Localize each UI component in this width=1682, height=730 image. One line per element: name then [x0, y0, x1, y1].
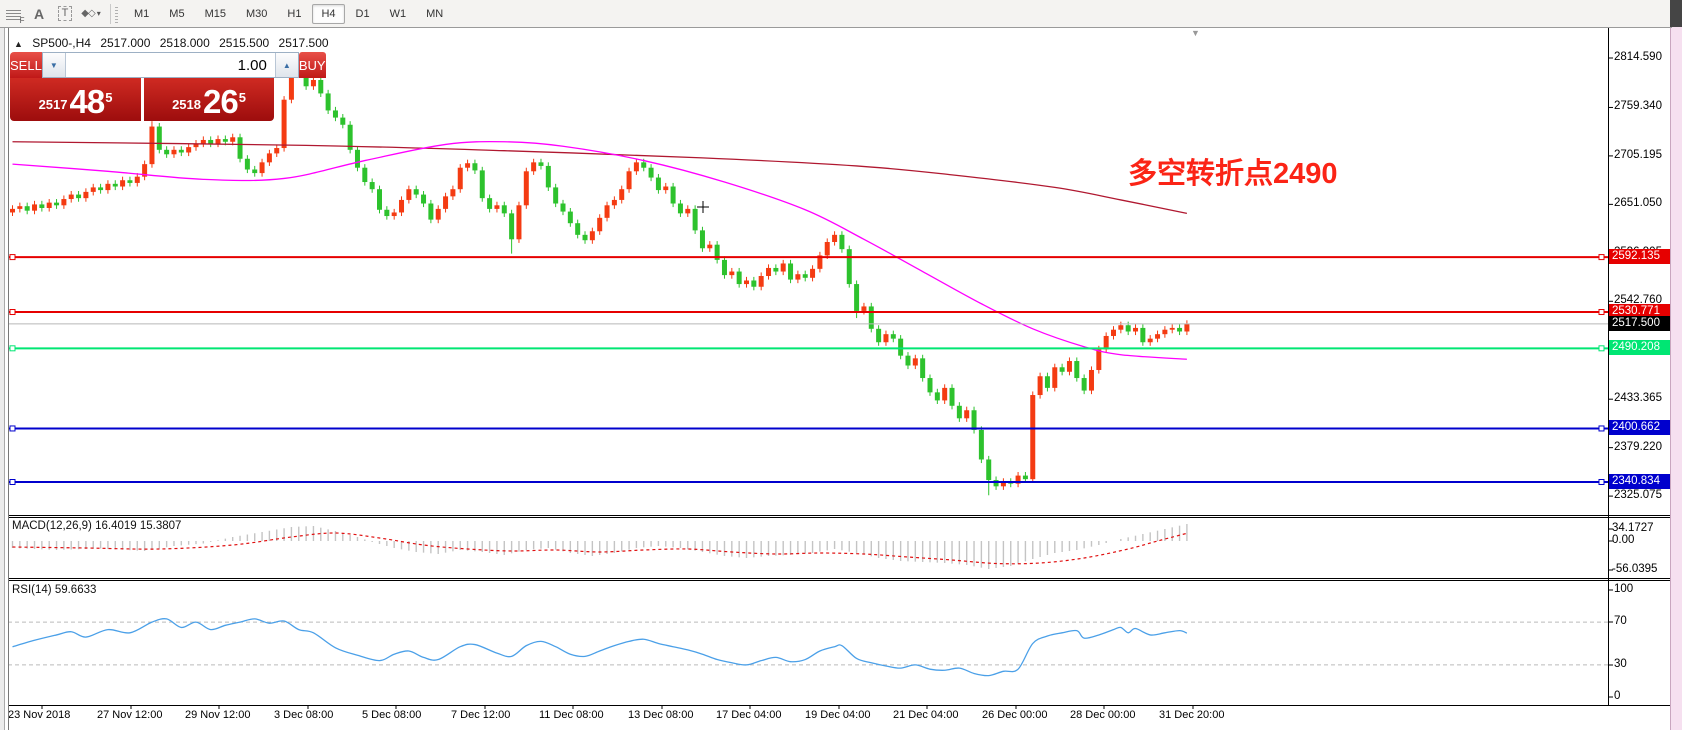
symbol-period-label: SP500-,H4	[32, 36, 91, 50]
timeframe-m15[interactable]: M15	[204, 7, 226, 20]
price-line-badge: 2400.662	[1609, 420, 1671, 436]
low-value: 2515.500	[219, 36, 270, 50]
price-line-badge: 2490.208	[1609, 340, 1671, 356]
ma-fast-line	[12, 140, 1187, 360]
time-axis-label: 31 Dec 20:00	[1159, 709, 1225, 721]
line-handle[interactable]	[9, 479, 16, 485]
price-tick-label: 2705.195	[1614, 148, 1662, 161]
line-handle[interactable]	[9, 345, 16, 352]
price-tick-label: 2325.075	[1614, 489, 1662, 502]
time-axis-label: 3 Dec 08:00	[274, 709, 334, 721]
time-axis-label: 11 Dec 08:00	[539, 709, 604, 721]
timeframe-h4[interactable]: H4	[312, 3, 345, 24]
price-tick-label: 2379.220	[1614, 440, 1662, 453]
time-axis-label: 26 Dec 00:00	[982, 709, 1048, 721]
close-value: 2517.500	[278, 36, 329, 50]
price-line-badge: 2530.771	[1609, 304, 1671, 319]
candles-layer	[10, 57, 1190, 496]
price-line-badge: 2517.500	[1609, 315, 1671, 331]
timeframe-d1[interactable]: D1	[355, 7, 370, 20]
price-tick-label: 2542.760	[1614, 294, 1662, 307]
text-label-icon[interactable]: T	[53, 3, 77, 25]
rsi-tick-label: 30	[1614, 658, 1627, 670]
high-value: 2518.000	[159, 36, 210, 50]
toolbar: F A T ◆◇ ▾ M1 M5 M15 M30 H1 H4 D1 W1 MN	[0, 0, 1672, 28]
buy-button[interactable]: BUY	[298, 52, 326, 78]
macd-title: MACD(12,26,9) 16.4019 15.3807	[12, 520, 182, 532]
one-click-collapse-arrow[interactable]: ▲	[14, 39, 23, 49]
buy-price-pip: 5	[238, 90, 246, 105]
sell-price-integer: 2517	[38, 97, 68, 112]
volume-decrease-button[interactable]: ▼	[42, 53, 66, 77]
one-click-trading-panel: SELL ▼ ▲ BUY 2517 48 5 2518 26 5	[10, 52, 326, 121]
volume-stepper: ▼ ▲	[41, 52, 299, 78]
timeframe-m30[interactable]: M30	[245, 7, 268, 20]
toolbar-separator	[110, 3, 111, 24]
price-line-badge: 2340.834	[1609, 474, 1671, 489]
macd-layer	[11, 524, 1188, 569]
time-axis-label: 23 Nov 2018	[8, 709, 71, 721]
insert-text-icon[interactable]: A	[33, 5, 45, 22]
chevron-down-icon: ▾	[96, 9, 101, 18]
time-axis-label: 27 Nov 12:00	[97, 709, 163, 721]
timeframe-m5[interactable]: M5	[169, 7, 185, 20]
line-handle[interactable]	[1598, 309, 1605, 316]
macd-tick-label: 34.1727	[1612, 522, 1654, 534]
macd-tick-label: -56.0395	[1612, 563, 1658, 575]
price-line-badge: 2592.135	[1609, 249, 1671, 265]
timeframe-mn[interactable]: MN	[426, 7, 444, 20]
time-axis-label: 17 Dec 04:00	[716, 709, 782, 721]
rsi-title: RSI(14) 59.6633	[12, 584, 97, 596]
line-handle[interactable]	[1598, 479, 1605, 485]
rsi-tick-label: 0	[1614, 690, 1621, 702]
chart-ohlc-header: ▲ SP500-,H4 2517.000 2518.000 2515.500 2…	[14, 36, 335, 50]
price-tick-label: 2433.365	[1614, 392, 1662, 405]
scroll-to-end-marker[interactable]: ▼	[1191, 28, 1200, 38]
line-handle[interactable]	[1598, 345, 1605, 352]
left-window-edge	[0, 27, 9, 730]
buy-price-fraction: 26	[202, 83, 239, 120]
sell-price-pip: 5	[105, 90, 113, 105]
line-handle[interactable]	[1598, 254, 1605, 261]
time-axis-label: 21 Dec 04:00	[893, 709, 959, 721]
price-tick-label: 2651.050	[1614, 197, 1662, 210]
rsi-tick-label: 70	[1614, 615, 1627, 627]
time-axis-label: 5 Dec 08:00	[362, 709, 422, 721]
macd-tick-label: 0.00	[1612, 534, 1635, 546]
time-axis-label: 28 Dec 00:00	[1070, 709, 1136, 721]
price-tick-label: 2759.340	[1614, 100, 1662, 113]
sell-price-display[interactable]: 2517 48 5	[10, 78, 141, 121]
price-tick-label: 2814.590	[1614, 51, 1662, 63]
timeframe-buttons: M1 M5 M15 M30 H1 H4 D1 W1 MN	[124, 3, 453, 24]
ma-slow-line	[12, 141, 1188, 214]
time-axis-label: 19 Dec 04:00	[805, 709, 871, 721]
timeframe-m1[interactable]: M1	[134, 7, 150, 20]
rsi-line	[12, 618, 1188, 677]
open-value: 2517.000	[100, 36, 151, 50]
right-scrollbar-strip[interactable]	[1670, 27, 1682, 730]
timeframe-h1[interactable]: H1	[287, 7, 302, 20]
toolbar-grip[interactable]	[115, 4, 118, 23]
time-axis-label: 7 Dec 12:00	[451, 709, 511, 721]
volume-input[interactable]	[65, 53, 275, 77]
shapes-icon[interactable]: ◆◇ ▾	[81, 8, 101, 19]
line-handle[interactable]	[9, 254, 16, 261]
line-handle[interactable]	[9, 309, 16, 316]
sell-button[interactable]: SELL	[10, 52, 42, 78]
indicator-list-icon[interactable]: F	[1, 3, 25, 25]
timeframe-w1[interactable]: W1	[389, 7, 407, 20]
window-corner	[1670, 0, 1682, 27]
rsi-tick-label: 100	[1614, 583, 1634, 595]
volume-increase-button[interactable]: ▲	[274, 53, 298, 77]
sell-price-fraction: 48	[69, 83, 105, 120]
buy-price-display[interactable]: 2518 26 5	[144, 78, 274, 121]
time-axis-label: 29 Nov 12:00	[185, 709, 251, 721]
buy-price-integer: 2518	[172, 97, 201, 112]
chart-annotation-text: 多空转折点2490	[1128, 158, 1338, 190]
line-handle[interactable]	[1598, 425, 1605, 432]
line-handle[interactable]	[9, 425, 16, 432]
time-axis-label: 13 Dec 08:00	[628, 709, 694, 721]
